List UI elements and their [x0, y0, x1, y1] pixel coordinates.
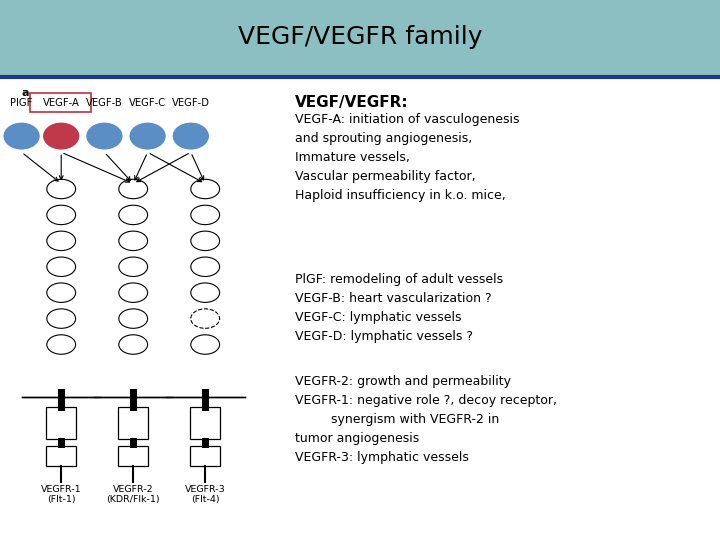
Text: VEGF/VEGFR:: VEGF/VEGFR:: [295, 94, 409, 110]
Text: VEGFR-1
(Flt-1): VEGFR-1 (Flt-1): [41, 485, 81, 504]
Text: VEGF/VEGFR family: VEGF/VEGFR family: [238, 25, 482, 49]
Ellipse shape: [119, 335, 148, 354]
Ellipse shape: [191, 335, 220, 354]
Ellipse shape: [191, 283, 220, 302]
Bar: [118, 446, 148, 466]
Ellipse shape: [3, 122, 40, 150]
Bar: [46, 407, 76, 439]
Text: VEGFR-2: growth and permeability
VEGFR-1: negative role ?, decoy receptor,
     : VEGFR-2: growth and permeability VEGFR-1…: [295, 375, 557, 464]
Text: PlGF: PlGF: [10, 98, 33, 108]
Text: VEGF-B: VEGF-B: [86, 98, 123, 108]
Ellipse shape: [47, 283, 76, 302]
Text: VEGFR-3
(Flt-4): VEGFR-3 (Flt-4): [185, 485, 225, 504]
Ellipse shape: [119, 309, 148, 328]
Ellipse shape: [172, 122, 210, 150]
Text: a: a: [22, 88, 29, 98]
Text: PlGF: remodeling of adult vessels
VEGF-B: heart vascularization ?
VEGF-C: lympha: PlGF: remodeling of adult vessels VEGF-B…: [295, 273, 503, 343]
Ellipse shape: [86, 122, 123, 150]
Ellipse shape: [191, 205, 220, 225]
Ellipse shape: [129, 122, 166, 150]
Ellipse shape: [47, 257, 76, 276]
Ellipse shape: [191, 231, 220, 251]
Ellipse shape: [119, 231, 148, 251]
Ellipse shape: [47, 335, 76, 354]
Ellipse shape: [47, 231, 76, 251]
FancyBboxPatch shape: [0, 0, 720, 75]
Ellipse shape: [119, 257, 148, 276]
Ellipse shape: [47, 179, 76, 199]
Bar: [118, 407, 148, 439]
Ellipse shape: [47, 205, 76, 225]
Ellipse shape: [191, 309, 220, 328]
Text: VEGF-A: initiation of vasculogenesis
and sprouting angiogenesis,
Immature vessel: VEGF-A: initiation of vasculogenesis and…: [295, 113, 520, 202]
Ellipse shape: [42, 122, 80, 150]
Text: VEGFR-2
(KDR/Flk-1): VEGFR-2 (KDR/Flk-1): [107, 485, 160, 504]
Bar: [46, 446, 76, 466]
Text: VEGF-A: VEGF-A: [42, 98, 80, 108]
Ellipse shape: [119, 283, 148, 302]
Ellipse shape: [191, 257, 220, 276]
Bar: [190, 446, 220, 466]
Text: VEGF-D: VEGF-D: [172, 98, 210, 108]
Ellipse shape: [119, 179, 148, 199]
Bar: [190, 407, 220, 439]
Ellipse shape: [191, 179, 220, 199]
Ellipse shape: [47, 309, 76, 328]
Text: VEGF-C: VEGF-C: [129, 98, 166, 108]
Ellipse shape: [119, 205, 148, 225]
